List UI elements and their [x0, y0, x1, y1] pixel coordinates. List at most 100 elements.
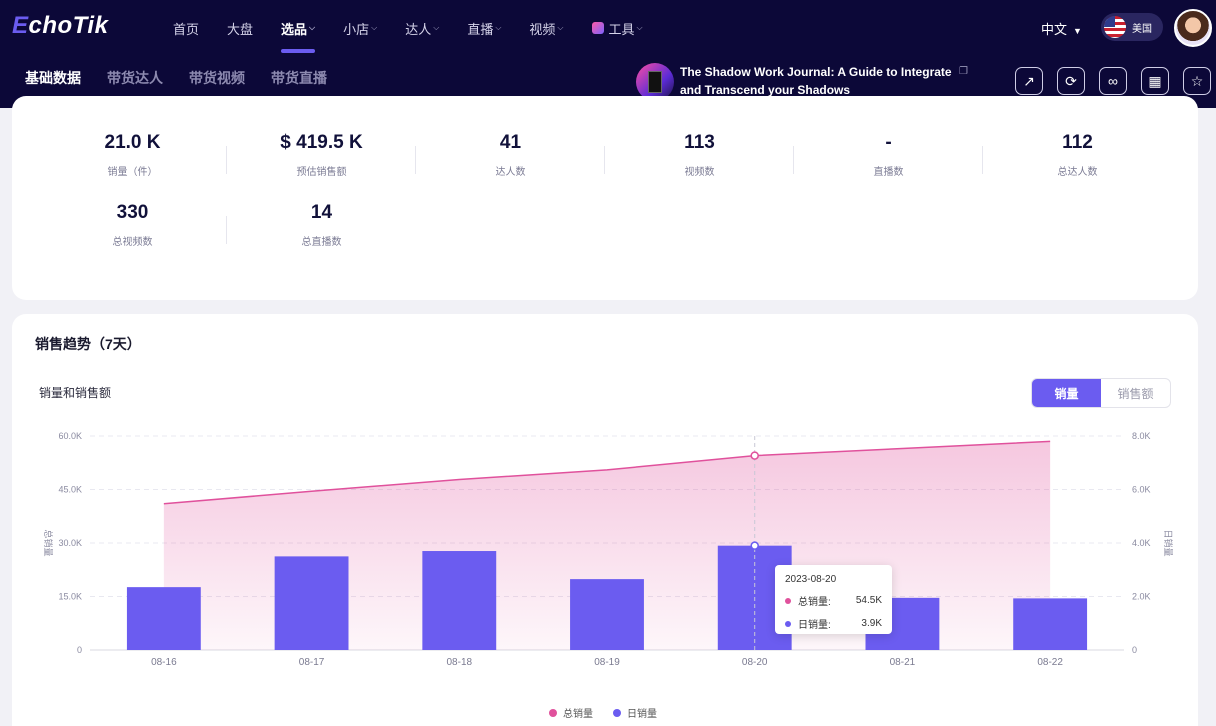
hover-point-daily [750, 541, 759, 550]
x-tick-label: 08-18 [446, 657, 472, 668]
stat-total-influencers: 112 总达人数 [1057, 132, 1098, 178]
stats-card: 21.0 K 销量（件） $ 419.5 K 预估销售额 41 达人数 113 视频数 … [12, 96, 1198, 300]
y-left-tick-label: 60.0K [58, 431, 82, 441]
y-right-tick-label: 2.0K [1132, 592, 1151, 602]
tab-influencers[interactable]: 带货达人 [107, 70, 163, 86]
tooltip-date: 2023-08-20 [785, 574, 837, 585]
refresh-icon: ⟳ [1065, 72, 1077, 89]
chart-title: 销量和销售额 [39, 386, 112, 400]
star-icon: ☆ [1190, 72, 1204, 89]
x-tick-label: 08-16 [151, 657, 177, 668]
link-icon: ∞ [1108, 73, 1118, 89]
toggle-sales-volume[interactable]: 销量 [1032, 379, 1101, 407]
stat-lives: - 直播数 [873, 132, 904, 178]
nav-item-shops[interactable]: 小店 ⌵ [343, 21, 378, 37]
share-button[interactable]: ↗ [1015, 67, 1043, 95]
qrcode-icon: ▦ [1148, 72, 1162, 89]
chevron-down-icon: ⌵ [309, 23, 316, 32]
echotik-logo[interactable]: EchoTik [12, 12, 109, 39]
legend-item-daily-sales[interactable]: 日销量 [613, 705, 657, 720]
total-sales-line [163, 440, 1051, 505]
y-right-tick-label: 0 [1132, 645, 1137, 655]
divider [415, 146, 416, 174]
x-tick-label: 08-21 [890, 657, 916, 668]
daily-sales-bar [274, 556, 349, 650]
divider [226, 146, 227, 174]
nav-item-products[interactable]: 选品 ⌵ [281, 0, 316, 56]
link-button[interactable]: ∞ [1099, 67, 1127, 95]
stat-total-lives: 14 总直播数 [301, 202, 342, 248]
favorite-button[interactable]: ☆ [1183, 67, 1211, 95]
tooltip-row: 日销量: 3.9K [785, 616, 882, 631]
tooltip-row: 总销量: 54.5K [785, 593, 882, 608]
us-flag-icon [1104, 16, 1126, 38]
product-title: The Shadow Work Journal: A Guide to Inte… [680, 65, 952, 97]
legend-dot [785, 597, 791, 604]
x-tick-label: 08-17 [299, 657, 325, 668]
nav-item-tools[interactable]: 工具 ⌵ [591, 0, 643, 56]
divider [226, 216, 227, 244]
nav-item-videos[interactable]: 视频 ⌵ [529, 21, 564, 37]
legend-item-total-sales[interactable]: 总销量 [549, 705, 593, 720]
chevron-down-icon: ⌵ [557, 23, 564, 32]
daily-sales-bar [570, 579, 644, 650]
stat-videos: 113 视频数 [684, 132, 715, 178]
y-right-tick-label: 8.0K [1132, 431, 1151, 441]
y-left-tick-label: 0 [77, 645, 82, 655]
legend-dot [785, 620, 791, 627]
x-tick-label: 08-22 [1037, 657, 1063, 668]
hover-point-total [750, 451, 759, 460]
section-title: 销售趋势（7天） [35, 336, 141, 352]
main-nav: 首页 大盘 选品 ⌵ 小店 ⌵ 达人 ⌵ 直播 ⌵ 视频 ⌵ 工具 ⌵ [173, 0, 671, 56]
legend-dot [549, 708, 557, 717]
copy-icon[interactable]: ❐ [959, 66, 968, 77]
x-tick-label: 08-20 [742, 657, 768, 668]
tab-live[interactable]: 带货直播 [271, 70, 327, 86]
y-left-tick-label: 30.0K [58, 538, 82, 548]
user-avatar[interactable] [1174, 9, 1212, 47]
top-header: EchoTik 首页 大盘 选品 ⌵ 小店 ⌵ 达人 ⌵ 直播 ⌵ 视频 ⌵ 工具 ⌵ 中文… [0, 0, 1216, 108]
share-icon: ↗ [1023, 72, 1035, 89]
stat-total-videos: 330 总视频数 [112, 202, 153, 248]
tools-icon [591, 22, 604, 34]
product-thumbnail [636, 63, 674, 101]
product-subtabs: 基础数据 带货达人 带货视频 带货直播 [25, 68, 353, 108]
x-tick-label: 08-19 [594, 657, 620, 668]
caret-down-icon: ▼ [1073, 26, 1082, 36]
nav-item-home[interactable]: 首页 [173, 21, 200, 37]
chart-legend: 总销量 日销量 [549, 705, 677, 720]
refresh-button[interactable]: ⟳ [1057, 67, 1085, 95]
stat-est-revenue: $ 419.5 K 预估销售额 [280, 132, 363, 178]
daily-sales-bar [1013, 598, 1088, 650]
stat-influencers: 41 达人数 [495, 132, 526, 178]
chart-tooltip: 2023-08-20 总销量: 54.5K 日销量: 3.9K [775, 565, 892, 634]
divider [604, 146, 605, 174]
y-left-tick-label: 15.0K [58, 592, 82, 602]
nav-item-market[interactable]: 大盘 [227, 21, 254, 37]
chevron-down-icon: ⌵ [371, 23, 378, 32]
y-right-axis-label: 日销量 [1163, 529, 1174, 556]
divider [982, 146, 983, 174]
region-selector[interactable]: 美国 [1101, 13, 1163, 41]
y-right-tick-label: 4.0K [1132, 538, 1151, 548]
chevron-down-icon: ⌵ [495, 23, 502, 32]
nav-item-live[interactable]: 直播 ⌵ [467, 21, 502, 37]
language-selector[interactable]: 中文 ▼ [1041, 22, 1082, 37]
y-left-axis-label: 总销量 [43, 529, 54, 556]
toggle-sales-revenue[interactable]: 销售额 [1117, 386, 1154, 401]
chevron-down-icon: ⌵ [636, 23, 643, 32]
legend-dot [613, 708, 621, 717]
region-label: 美国 [1132, 23, 1152, 35]
daily-sales-bar [126, 587, 201, 650]
tab-videos[interactable]: 带货视频 [189, 70, 245, 86]
daily-sales-bar [422, 551, 497, 650]
stat-sales-volume: 21.0 K 销量（件） [104, 132, 161, 178]
y-left-tick-label: 45.0K [58, 485, 82, 495]
chevron-down-icon: ⌵ [433, 23, 440, 32]
nav-item-influencers[interactable]: 达人 ⌵ [405, 21, 440, 37]
qrcode-button[interactable]: ▦ [1141, 67, 1169, 95]
metric-toggle: 销量 销售额 [1031, 378, 1171, 408]
y-right-tick-label: 6.0K [1132, 485, 1151, 495]
divider [793, 146, 794, 174]
